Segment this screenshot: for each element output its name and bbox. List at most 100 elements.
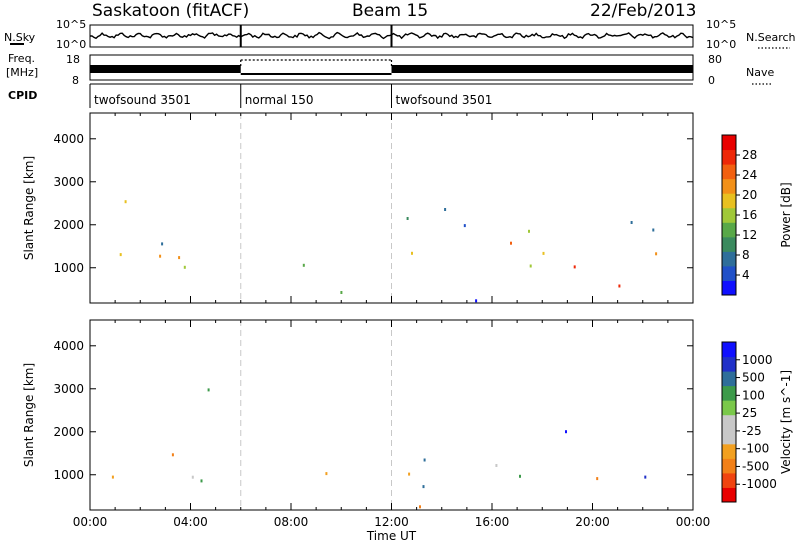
colorbar-tick-label: 8 <box>742 248 750 262</box>
cell <box>630 221 633 224</box>
nsky-tick-high: 10^5 <box>56 18 86 31</box>
cell <box>406 217 409 220</box>
y-tick-label: 1000 <box>53 261 84 275</box>
cell <box>411 251 413 255</box>
x-axis-label: Time UT <box>366 529 417 543</box>
nsearch-tick-low: 10^0 <box>706 38 736 51</box>
freq-band <box>90 65 241 73</box>
colorbar-label: Power [dB] <box>779 182 793 247</box>
colorbar-swatch <box>722 371 736 387</box>
x-tick-label: 16:00 <box>475 515 510 529</box>
cell <box>325 472 328 476</box>
colorbar-swatch <box>722 207 736 223</box>
freq-tick-high: 18 <box>66 53 80 66</box>
cell <box>161 242 164 246</box>
colorbar-swatch <box>722 178 736 194</box>
freq-trace <box>90 59 693 75</box>
cell <box>528 229 530 233</box>
cpid-segment-label: normal 150 <box>245 93 314 107</box>
station-title: Saskatoon (fitACF) <box>92 1 249 21</box>
cell <box>408 472 411 476</box>
y-tick-label: 4000 <box>53 132 84 146</box>
cell <box>178 256 181 260</box>
cpid-segment-label: twofsound 3501 <box>94 93 191 107</box>
cell <box>444 208 447 211</box>
y-tick-label: 3000 <box>53 382 84 396</box>
nsky-label: N.Sky <box>4 31 36 44</box>
colorbar-swatch <box>722 472 736 488</box>
colorbar-swatch <box>722 414 736 430</box>
colorbar-swatch <box>722 429 736 445</box>
cell <box>200 479 203 483</box>
colorbar-swatch <box>722 149 736 165</box>
colorbar-swatch <box>722 164 736 180</box>
colorbar-swatch <box>722 251 736 267</box>
colorbar-tick-label: 4 <box>742 268 750 282</box>
freq-tick-low: 8 <box>72 74 79 87</box>
cell <box>191 475 194 479</box>
cell <box>565 430 567 434</box>
x-tick-label: 00:00 <box>676 515 711 529</box>
date-title: 22/Feb/2013 <box>590 1 696 21</box>
cell <box>655 252 658 256</box>
y-tick-label: 3000 <box>53 175 84 189</box>
colorbar-swatch <box>722 443 736 459</box>
colorbar-frame <box>721 341 737 503</box>
cell <box>529 264 532 268</box>
cell <box>475 299 478 303</box>
colorbar-tick-label: 20 <box>742 188 757 202</box>
cpid-segment-label: twofsound 3501 <box>396 93 493 107</box>
cell <box>119 253 122 257</box>
colorbar-tick-label: -1000 <box>742 477 777 491</box>
colorbar-swatch <box>722 356 736 372</box>
freq-label: Freq. <box>8 52 35 65</box>
cell <box>644 475 647 479</box>
data-cells <box>119 200 658 303</box>
x-tick-label: 12:00 <box>374 515 409 529</box>
colorbar-swatch <box>722 265 736 281</box>
cell <box>422 485 425 489</box>
colorbar-swatch <box>722 193 736 209</box>
y-tick-label: 2000 <box>53 425 84 439</box>
y-tick-label: 2000 <box>53 218 84 232</box>
colorbar-tick-label: 24 <box>742 168 757 182</box>
colorbar-swatch <box>722 236 736 252</box>
cell <box>302 263 305 267</box>
nsky-trace <box>89 25 694 47</box>
cell <box>419 505 421 509</box>
cell <box>596 477 599 481</box>
power-colorbar: 4 8 12 16 20 24 28 Power [dB] <box>721 134 793 296</box>
cell <box>495 464 498 467</box>
data-cells <box>111 388 647 509</box>
cell <box>159 254 162 258</box>
colorbar-tick-label: 16 <box>742 208 757 222</box>
y-axis-label: Slant Range [km] <box>22 156 36 260</box>
freq-band <box>391 65 693 73</box>
colorbar-tick-label: 25 <box>742 406 757 420</box>
nave-label: Nave <box>746 66 774 79</box>
cell <box>510 241 512 245</box>
colorbar-swatch <box>722 385 736 401</box>
cell <box>542 251 545 255</box>
cpid-segments: twofsound 3501 normal 150 twofsound 3501 <box>89 84 493 108</box>
colorbar-tick-label: -25 <box>742 424 762 438</box>
cpid-label: CPID <box>8 89 37 102</box>
cell <box>463 224 466 228</box>
y-tick-label: 1000 <box>53 468 84 482</box>
cell <box>652 228 655 232</box>
colorbar-swatch <box>722 458 736 474</box>
colorbar-tick-label: 100 <box>742 388 765 402</box>
cell <box>423 458 426 462</box>
cell <box>171 453 174 457</box>
freq-band-low <box>240 73 392 75</box>
colorbar-swatch <box>722 280 736 296</box>
cell <box>124 200 127 204</box>
nave-tick-low: 0 <box>708 74 715 87</box>
y-tick-label: 4000 <box>53 339 84 353</box>
freq-unit: [MHz] <box>6 66 38 79</box>
colorbar-swatch <box>722 487 736 503</box>
cell <box>111 475 114 479</box>
cell <box>618 284 621 288</box>
